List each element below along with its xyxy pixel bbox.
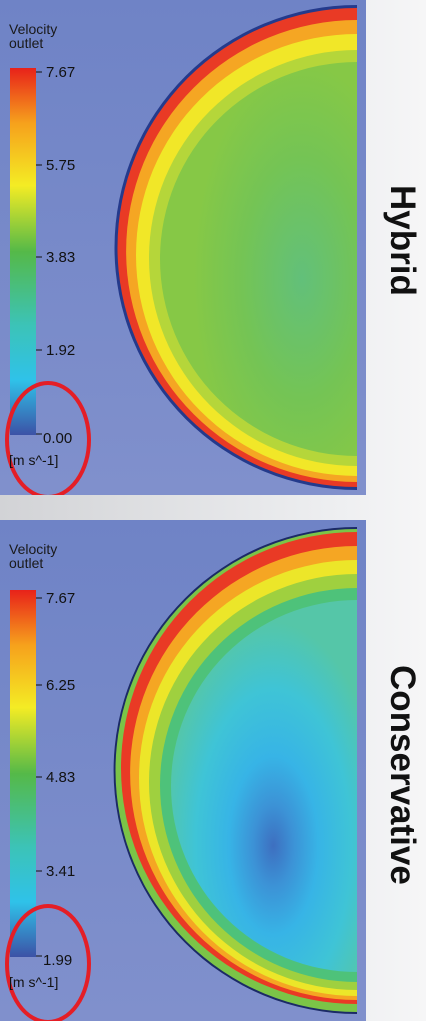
- conservative-contour-plot: [0, 520, 366, 1021]
- conservative-tick-4: 3.41: [46, 863, 76, 880]
- hybrid-units: [m s^-1]: [9, 452, 59, 468]
- conservative-highlight-ellipse: [5, 904, 91, 1021]
- conservative-contour-panel: Velocity outlet 7.67 6.25 4.83 3.41 1.99…: [0, 520, 366, 1021]
- conservative-tick-min: 1.99: [43, 952, 73, 969]
- conservative-method-label: Conservative: [383, 665, 422, 885]
- conservative-colorbar-title: Velocity outlet: [9, 541, 58, 571]
- conservative-units: [m s^-1]: [9, 974, 59, 990]
- conservative-tick-max: 7.67: [46, 590, 76, 607]
- hybrid-contour-panel: Velocity outlet 7.67 5.75 3.83 1.92 0.00…: [0, 0, 366, 495]
- hybrid-tick-max: 7.67: [46, 64, 76, 81]
- conservative-tick-2: 6.25: [46, 677, 76, 694]
- hybrid-tick-min: 0.00: [43, 430, 73, 447]
- hybrid-tick-3: 3.83: [46, 249, 76, 266]
- hybrid-method-label: Hybrid: [383, 184, 422, 296]
- conservative-tick-3: 4.83: [46, 769, 76, 786]
- hybrid-highlight-ellipse: [5, 381, 91, 495]
- hybrid-colorbar-title: Velocity outlet: [9, 21, 58, 51]
- hybrid-contour-plot: [0, 0, 366, 495]
- hybrid-colorbar: [10, 68, 36, 435]
- hybrid-tick-2: 5.75: [46, 157, 76, 174]
- hybrid-tick-4: 1.92: [46, 342, 76, 359]
- conservative-colorbar: [10, 590, 36, 957]
